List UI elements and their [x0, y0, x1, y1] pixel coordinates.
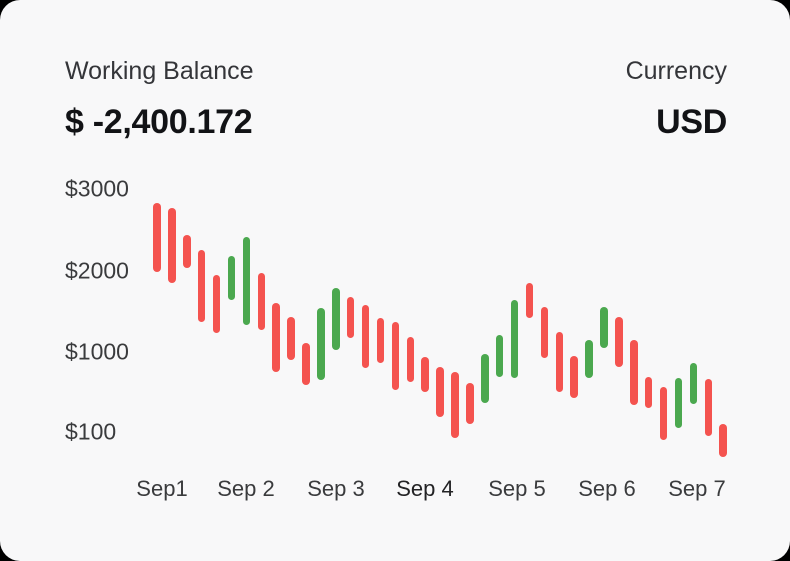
candle-bar [510, 299, 519, 378]
candle-bar [183, 234, 191, 269]
candle-bar [555, 331, 564, 392]
candle-bar [197, 250, 206, 322]
candle-bar [540, 307, 549, 359]
candle-bar [227, 255, 236, 300]
candle-bar [615, 316, 623, 368]
x-axis-tick-label: Sep 4 [396, 476, 454, 501]
candle-bar [451, 371, 459, 439]
candle-bar [585, 339, 593, 378]
candle-bar [674, 377, 683, 428]
candle-bar [704, 378, 713, 436]
candle-bar [689, 362, 698, 404]
candle-bar [302, 343, 310, 385]
x-axis-tick-label: Sep 6 [578, 476, 636, 501]
candle-bar [659, 386, 668, 440]
candle-bar [525, 282, 534, 318]
working-balance-label: Working Balance [65, 57, 254, 85]
candle-bar [257, 272, 266, 330]
candle-bar [495, 334, 504, 377]
card-header: Working Balance $ -2,400.172 Currency US… [65, 56, 727, 142]
y-axis-tick-label: $2000 [65, 257, 129, 283]
y-axis-tick-label: $1000 [65, 338, 129, 365]
candle-bar [153, 202, 161, 273]
candle-bar [436, 367, 444, 417]
candle-bar [391, 321, 400, 391]
candle-bar [332, 287, 340, 351]
working-balance-block: Working Balance $ -2,400.172 [65, 56, 254, 142]
y-axis-tick-label: $100 [65, 418, 117, 445]
candle-bar [317, 307, 325, 380]
candle-bar [212, 275, 221, 334]
x-axis-tick-label: Sep 5 [488, 476, 546, 501]
candle-bar [376, 317, 385, 363]
candle-bar [630, 339, 638, 406]
candle-bar [481, 353, 489, 403]
working-balance-value: $ -2,400.172 [65, 103, 253, 141]
candle-bar [346, 297, 355, 339]
candle-bar [421, 357, 429, 392]
currency-value: USD [656, 103, 727, 141]
x-axis-tick-label: Sep 2 [217, 476, 275, 501]
currency-block: Currency USD [625, 56, 728, 142]
candle-bar [361, 304, 370, 368]
candle-bar [287, 316, 295, 360]
candle-bar [242, 237, 251, 326]
x-axis-tick-label: Sep 7 [668, 476, 726, 501]
candle-bar [570, 355, 578, 399]
x-axis-tick-label: Sep1 [136, 476, 188, 501]
candle-bar [600, 307, 608, 348]
y-axis-tick-label: $3000 [65, 175, 129, 202]
x-axis-tick-label: Sep 3 [307, 476, 365, 501]
candle-bar [644, 376, 653, 408]
candle-bar [168, 207, 176, 283]
candle-bar [406, 337, 415, 383]
currency-label: Currency [625, 57, 727, 85]
candle-bar [272, 303, 280, 372]
candle-bar [719, 424, 727, 457]
candle-bar [466, 383, 474, 424]
